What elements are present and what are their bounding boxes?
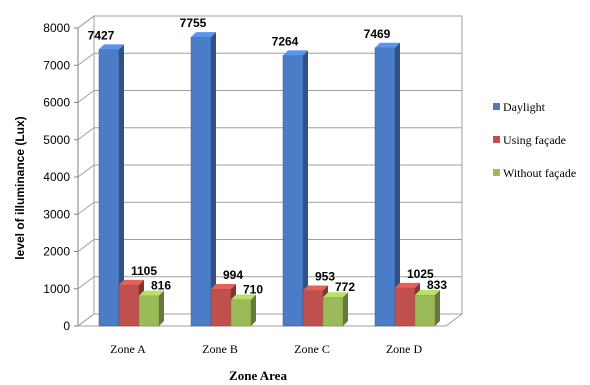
bar-front — [322, 296, 344, 327]
y-tick-label: 1000 — [43, 282, 70, 296]
x-category-label: Zone A — [110, 342, 146, 356]
bar-top — [119, 279, 144, 285]
data-label: 1025 — [407, 267, 434, 281]
bar-front — [394, 287, 416, 327]
bar-top — [395, 282, 420, 288]
bar-side — [395, 42, 400, 326]
bar-front — [138, 295, 160, 327]
data-label: 994 — [223, 268, 243, 282]
bar — [414, 289, 440, 327]
bar — [138, 290, 164, 327]
bar-side — [159, 290, 164, 326]
y-tick-label: 7000 — [43, 58, 70, 72]
bar — [322, 292, 348, 327]
legend-swatch — [493, 136, 500, 143]
data-label: 7755 — [180, 16, 207, 30]
x-category-label: Zone D — [386, 342, 423, 356]
bar-front — [302, 290, 324, 327]
bar — [190, 32, 216, 327]
bar-top — [211, 283, 236, 289]
bar-front — [414, 294, 436, 327]
y-axis-title: level of illuminance (Lux) — [13, 116, 27, 259]
y-tick-label: 0 — [63, 319, 70, 333]
x-axis-title: Zone Area — [229, 368, 287, 383]
legend-label: Without façade — [503, 166, 576, 180]
bar-top — [323, 292, 348, 298]
bar-top — [99, 44, 124, 50]
data-label: 7427 — [88, 28, 115, 42]
y-tick-label: 4000 — [43, 170, 70, 184]
data-label: 833 — [427, 278, 447, 292]
bar-side — [251, 294, 256, 326]
bar-top — [375, 42, 400, 48]
x-category-labels: Zone A Zone B Zone C Zone D — [110, 342, 422, 356]
bar-top — [191, 32, 216, 38]
gridline-side — [77, 313, 95, 327]
bar-side — [435, 289, 440, 326]
data-label: 816 — [151, 279, 171, 293]
bar — [98, 44, 124, 327]
bar-top — [303, 285, 328, 291]
y-tick-label: 3000 — [43, 207, 70, 221]
bar — [282, 50, 308, 327]
y-tick-label: 2000 — [43, 245, 70, 259]
bar-front — [374, 47, 396, 327]
bar-front — [98, 49, 120, 327]
data-label: 7264 — [272, 34, 299, 48]
bar-top — [283, 50, 308, 56]
bar — [230, 294, 256, 327]
y-tick-label: 6000 — [43, 96, 70, 110]
gridline-side — [77, 127, 95, 141]
legend-item: Using façade — [493, 133, 566, 147]
bar-front — [118, 284, 140, 327]
bar-front — [190, 36, 212, 327]
bar-side — [343, 292, 348, 326]
bar-top — [231, 294, 256, 300]
gridline-side — [77, 276, 95, 290]
plot-walls — [76, 15, 464, 327]
y-tick-label: 8000 — [43, 21, 70, 35]
legend-swatch — [493, 103, 500, 110]
x-category-label: Zone C — [294, 342, 330, 356]
bar-front — [282, 55, 304, 327]
y-tick-labels: 0 1000 2000 3000 4000 5000 6000 7000 8000 — [43, 21, 70, 333]
gridline-side — [77, 15, 95, 29]
gridline-side — [77, 239, 95, 252]
legend-item: Daylight — [493, 100, 546, 114]
data-label: 1105 — [131, 264, 157, 278]
bar-top — [415, 289, 440, 295]
gridline-side — [77, 164, 95, 178]
data-label: 7469 — [364, 27, 391, 41]
bar — [374, 42, 400, 327]
legend-label: Using façade — [503, 133, 566, 147]
data-label: 953 — [315, 270, 335, 284]
gridline-side — [77, 201, 95, 215]
legend-swatch — [493, 169, 500, 176]
legend-label: Daylight — [503, 100, 546, 114]
bar-top — [139, 290, 164, 296]
bar-side — [211, 32, 216, 326]
bars — [98, 32, 440, 327]
gridline-side — [77, 90, 95, 103]
data-label: 772 — [335, 280, 355, 294]
gridline-side — [77, 52, 95, 66]
legend: Daylight Using façade Without façade — [493, 100, 576, 180]
legend-item: Without façade — [493, 166, 576, 180]
bar-front — [210, 288, 232, 327]
bar-side — [303, 50, 308, 326]
y-tick-label: 5000 — [43, 133, 70, 147]
x-category-label: Zone B — [202, 342, 238, 356]
bar-side — [119, 44, 124, 327]
bar-front — [230, 299, 252, 327]
data-label: 710 — [243, 283, 263, 297]
